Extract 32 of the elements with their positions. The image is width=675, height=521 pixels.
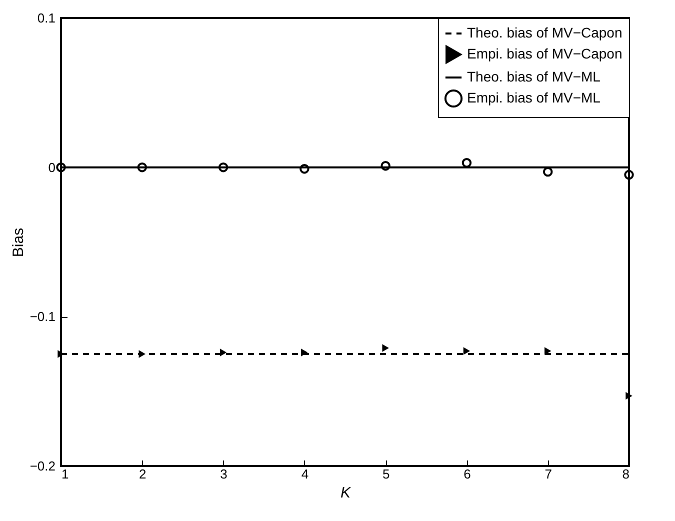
y-tick-label: 0.1 — [37, 10, 56, 26]
point — [624, 170, 634, 180]
point — [137, 162, 148, 172]
x-tick-label: 7 — [544, 466, 552, 482]
x-tick-label: 4 — [301, 466, 309, 482]
point — [218, 162, 228, 172]
point — [380, 160, 390, 171]
point — [542, 166, 553, 177]
x-axis-title: K — [340, 484, 352, 502]
x-tick-label: 6 — [464, 466, 471, 482]
legend-label: Theo. bias of MV−ML — [467, 68, 601, 84]
point — [544, 347, 552, 355]
point — [300, 164, 310, 174]
point — [463, 347, 470, 355]
point — [382, 344, 389, 352]
x-tick-label: 1 — [62, 466, 69, 482]
x-tick-label: 2 — [139, 466, 146, 482]
x-tick-label: 3 — [220, 466, 228, 482]
y-tick-label: 0 — [48, 160, 56, 175]
legend-label: Empi. bias of MV−Capon — [467, 46, 622, 62]
point — [301, 348, 308, 356]
y-tick-label: −0.2 — [30, 458, 56, 474]
point — [220, 348, 227, 356]
point — [626, 392, 632, 400]
point — [138, 350, 146, 358]
x-tick-label: 8 — [622, 466, 630, 482]
legend-label: Empi. bias of MV−ML — [467, 90, 601, 106]
y-axis-title: Bias — [10, 228, 27, 258]
legend-label: Theo. bias of MV−Capon — [467, 24, 622, 40]
point — [462, 158, 472, 168]
y-tick-label: −0.1 — [30, 309, 56, 324]
x-tick-label: 5 — [382, 466, 390, 482]
